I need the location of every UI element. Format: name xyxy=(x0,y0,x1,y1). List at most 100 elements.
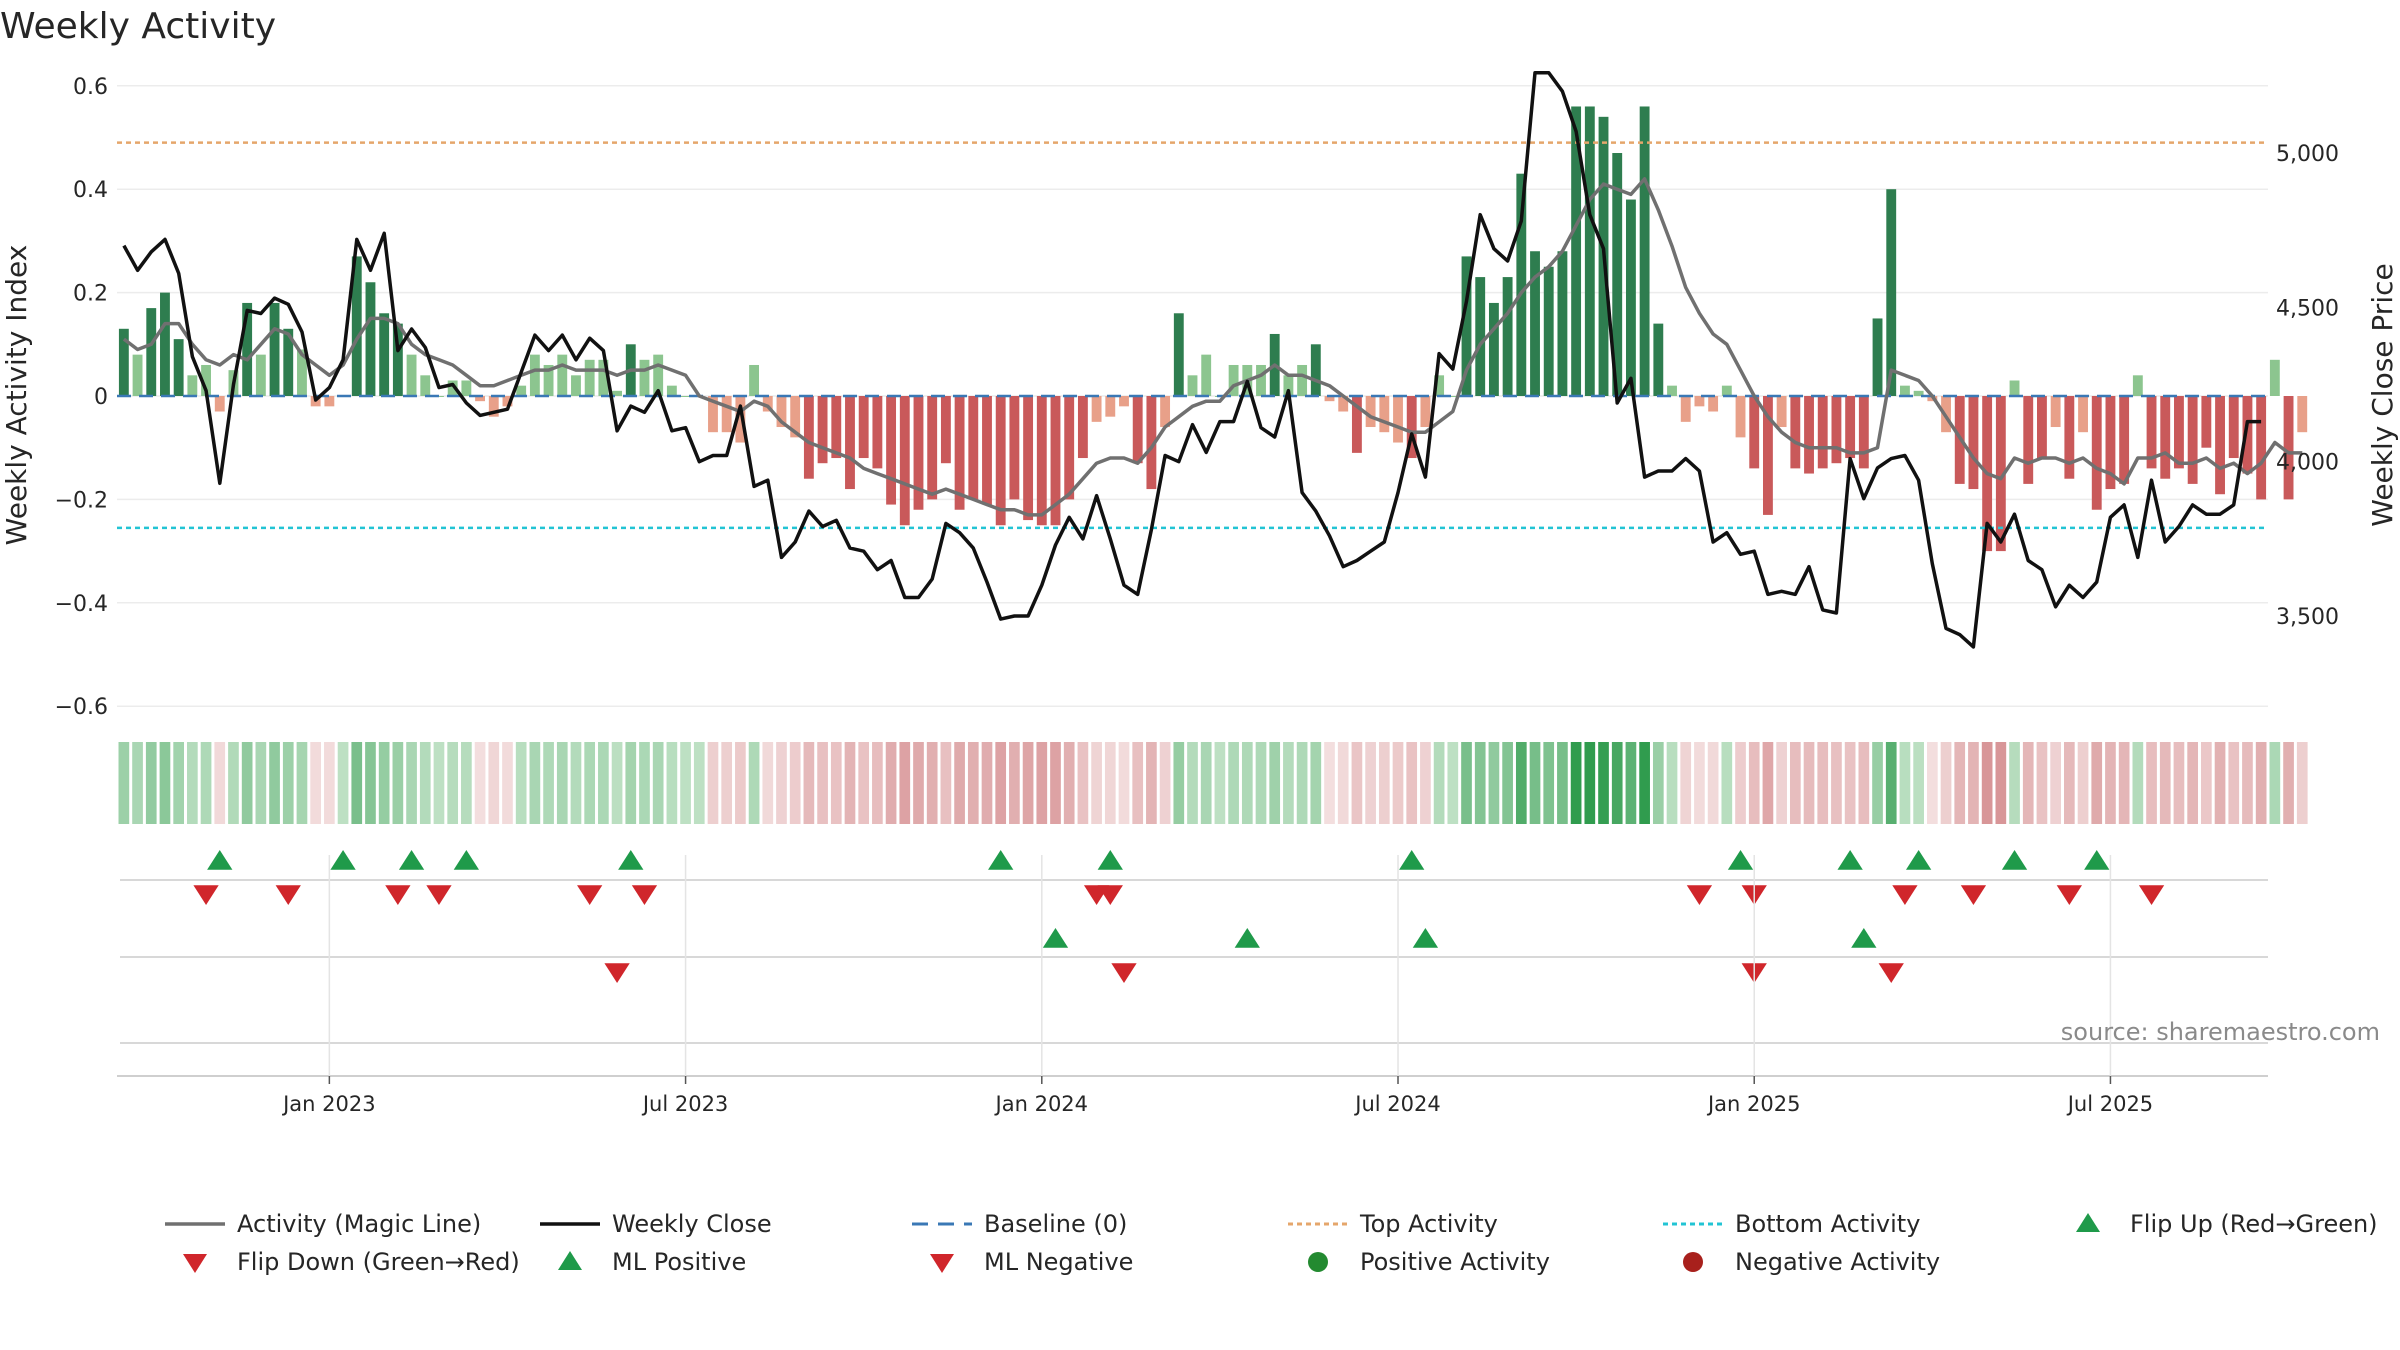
activity-bar xyxy=(968,396,979,500)
left-tick-label: −0.6 xyxy=(55,695,108,720)
flip-down-marker xyxy=(1960,885,1987,905)
activity-bar xyxy=(1310,344,1321,396)
heat-cell xyxy=(1529,742,1541,824)
activity-bar xyxy=(1995,396,2006,552)
heat-cell xyxy=(515,742,527,824)
heat-cell xyxy=(310,742,322,824)
activity-bar xyxy=(1228,364,1239,396)
heat-cell xyxy=(1159,742,1171,824)
heat-cell xyxy=(1844,742,1856,824)
heat-cell xyxy=(926,742,938,824)
activity-bar xyxy=(2023,396,2034,484)
activity-bar xyxy=(2174,396,2184,469)
heat-cell xyxy=(1748,742,1760,824)
activity-bar xyxy=(543,364,554,396)
heat-cell xyxy=(556,742,568,824)
left-tick-label: −0.4 xyxy=(55,592,108,617)
activity-bar xyxy=(872,396,883,469)
heat-cell xyxy=(1858,742,1870,824)
activity-bar xyxy=(2283,396,2294,500)
heat-cell xyxy=(1721,742,1733,824)
activity-bar xyxy=(1434,375,1445,396)
heat-cell xyxy=(2269,742,2281,824)
activity-bar xyxy=(1256,364,1266,396)
ml-positive-marker xyxy=(1234,928,1260,948)
heat-cell xyxy=(2105,742,2116,824)
activity-bar xyxy=(351,256,362,396)
legend-item: Flip Up (Red→Green) xyxy=(2076,1210,2378,1238)
heat-cell xyxy=(598,742,609,824)
activity-bar xyxy=(982,396,992,505)
heat-cell xyxy=(1474,742,1486,824)
chart-title: Weekly Activity xyxy=(0,6,276,47)
heat-cell xyxy=(1625,742,1637,824)
legend-label: Negative Activity xyxy=(1735,1248,1940,1276)
activity-bar xyxy=(940,396,951,464)
heat-cell xyxy=(2201,742,2212,824)
activity-bar xyxy=(1091,396,1102,422)
right-tick-label: 4,500 xyxy=(2276,296,2339,321)
heat-cell xyxy=(1283,742,1294,824)
heat-cell xyxy=(1077,742,1089,824)
activity-bar xyxy=(1132,396,1143,464)
activity-bar xyxy=(1036,396,1047,526)
heat-cell xyxy=(817,742,828,824)
heat-cell xyxy=(1940,742,1952,824)
heat-cell xyxy=(173,742,184,824)
heat-cell xyxy=(584,742,596,824)
heat-cell xyxy=(1269,742,1281,824)
flip-up-marker xyxy=(1097,850,1123,870)
activity-bar xyxy=(749,364,760,396)
activity-bar xyxy=(1050,396,1061,526)
activity-bar xyxy=(242,302,253,396)
heat-cell xyxy=(1022,742,1034,824)
flip-up-marker xyxy=(398,850,425,870)
heat-cell xyxy=(1392,742,1404,824)
legend-item: Flip Down (Green→Red) xyxy=(183,1248,520,1276)
legend: Activity (Magic Line) Weekly Close Baselin… xyxy=(165,1210,2378,1276)
activity-bar xyxy=(2187,396,2198,484)
activity-bar xyxy=(1721,385,1732,396)
heat-cell xyxy=(1063,742,1075,824)
heat-cell xyxy=(1365,742,1376,824)
heat-cell xyxy=(365,742,376,824)
activity-bar xyxy=(1680,396,1691,422)
left-tick-label: 0.4 xyxy=(73,178,108,203)
heat-cell xyxy=(461,742,472,824)
activity-bar xyxy=(557,354,568,396)
ml-positive-marker xyxy=(1412,928,1439,948)
heat-cell xyxy=(502,742,513,824)
heat-cell xyxy=(2173,742,2185,824)
heat-cell xyxy=(228,742,239,824)
activity-bar xyxy=(1886,189,1897,396)
heat-cell xyxy=(1200,742,1212,824)
legend-item: Activity (Magic Line) xyxy=(165,1210,481,1238)
activity-bar xyxy=(132,354,143,396)
activity-bar xyxy=(447,380,458,396)
activity-bar xyxy=(1557,251,1568,396)
heat-cell xyxy=(132,742,143,824)
heat-cell xyxy=(543,742,554,824)
legend-item: Weekly Close xyxy=(540,1210,772,1238)
heat-cell xyxy=(1228,742,1239,824)
x-tick-label: Jan 2023 xyxy=(281,1092,376,1116)
activity-bar xyxy=(1488,302,1499,396)
heat-cell xyxy=(1009,742,1020,824)
activity-bar xyxy=(653,354,664,396)
activity-bar xyxy=(516,385,527,396)
activity-bar xyxy=(762,396,773,412)
activity-bar xyxy=(2228,396,2239,459)
activity-bar xyxy=(1571,106,1582,396)
legend-swatch xyxy=(1308,1252,1328,1272)
legend-item: Baseline (0) xyxy=(912,1210,1127,1238)
activity-bar xyxy=(2242,396,2253,474)
axes: 0.6 0.4 0.2 0 −0.2 −0.4 −0.6 5,000 4,500 4,000 3,5… xyxy=(55,75,2339,720)
heat-cell xyxy=(830,742,842,824)
legend-swatch xyxy=(930,1254,954,1273)
heat-cell xyxy=(1954,742,1966,824)
legend-label: Bottom Activity xyxy=(1735,1210,1920,1238)
activity-bar xyxy=(214,396,225,412)
activity-bar xyxy=(173,339,184,396)
legend-swatch xyxy=(2076,1213,2100,1232)
activity-bar xyxy=(392,323,403,396)
